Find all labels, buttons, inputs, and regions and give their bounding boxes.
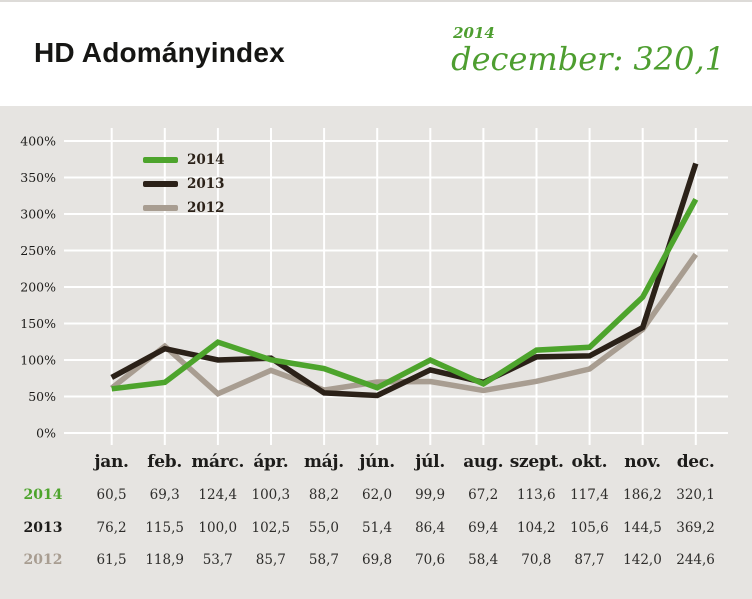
legend-label: 2014: [187, 152, 225, 168]
value-cell: 102,5: [251, 519, 291, 536]
line-series-2013: [110, 162, 699, 399]
y-axis-label: 50%: [28, 389, 56, 404]
month-label: feb.: [147, 452, 182, 472]
value-cell: 100,3: [251, 487, 291, 503]
value-cell: 76,2: [96, 519, 127, 536]
highlight-block: 2014 december: 320,1: [451, 24, 725, 78]
y-axis-label: 350%: [20, 170, 56, 185]
value-cell: 117,4: [570, 487, 609, 503]
chart-legend: 2014 2013 2012: [143, 148, 225, 220]
value-cell: 60,5: [96, 487, 127, 503]
legend-item-2012: 2012: [143, 196, 225, 220]
value-cell: 244,6: [676, 552, 715, 568]
value-cell: 88,2: [308, 487, 339, 503]
header: HD Adományindex 2014 december: 320,1: [0, 0, 752, 106]
legend-item-2013: 2013: [143, 172, 225, 196]
month-label: márc.: [191, 452, 245, 472]
month-label: ápr.: [253, 452, 289, 472]
month-label: jún.: [359, 452, 395, 472]
highlight-value: december: 320,1: [451, 40, 725, 78]
value-cell: 144,5: [623, 519, 662, 536]
value-cell: 53,7: [202, 552, 233, 568]
table-row-2013: 76,2 115,5 100,0 102,5 55,0 51,4 86,4 69,4 104,2…: [85, 519, 722, 537]
month-label: szept.: [509, 452, 564, 472]
legend-swatch-icon: [143, 205, 178, 211]
highlight-year: 2014: [453, 24, 495, 42]
value-cell: 87,7: [574, 552, 605, 568]
data-table: jan. feb. márc. ápr. máj. jún. júl. aug. szept. o…: [0, 450, 752, 585]
y-axis-label: 200%: [20, 280, 56, 295]
table-row-2012: 61,5 118,9 53,7 85,7 58,7 69,8 70,6 58,4 70,8 87,…: [85, 551, 722, 569]
value-cell: 118,9: [145, 552, 184, 568]
value-cell: 70,8: [521, 552, 552, 568]
page-title: HD Adományindex: [34, 37, 285, 68]
month-label: okt.: [571, 452, 608, 472]
row-label-2012: 2012: [23, 552, 63, 568]
month-label: jan.: [94, 452, 129, 472]
value-cell: 142,0: [623, 552, 662, 568]
value-cell: 58,4: [468, 552, 499, 568]
value-cell: 69,8: [361, 552, 393, 568]
value-cell: 62,0: [361, 487, 393, 503]
value-cell: 320,1: [676, 487, 715, 503]
row-label-2013: 2013: [23, 519, 63, 536]
value-cell: 100,0: [198, 519, 238, 536]
row-label-2014: 2014: [23, 487, 63, 503]
y-axis-label: 400%: [20, 134, 56, 149]
value-cell: 104,2: [516, 519, 556, 536]
legend-item-2014: 2014: [143, 148, 225, 172]
y-axis-label: 150%: [20, 316, 56, 331]
value-cell: 113,6: [516, 487, 556, 503]
value-cell: 99,9: [415, 487, 446, 503]
legend-swatch-icon: [143, 181, 178, 187]
legend-label: 2012: [187, 200, 225, 216]
table-row-2014: 60,5 69,3 124,4 100,3 88,2 62,0 99,9 67,2 113,6 1…: [85, 486, 722, 504]
month-label: dec.: [676, 452, 715, 472]
value-cell: 85,7: [255, 552, 286, 568]
value-cell: 58,7: [308, 552, 339, 568]
line-series-2014: [111, 197, 699, 392]
legend-swatch-icon: [143, 157, 178, 163]
line-chart: 0% 50% 100% 150% 200% 250% 300% 350% 400%: [20, 128, 728, 445]
value-cell: 186,2: [623, 487, 662, 503]
y-axis-label: 0%: [36, 426, 56, 441]
month-header-row: jan. feb. márc. ápr. máj. jún. júl. aug. szept. o…: [85, 450, 722, 474]
legend-label: 2013: [187, 176, 225, 192]
value-cell: 69,4: [468, 519, 499, 536]
month-label: nov.: [624, 452, 661, 472]
value-cell: 369,2: [676, 519, 715, 536]
value-cell: 105,6: [570, 519, 609, 536]
month-label: aug.: [463, 452, 504, 472]
value-cell: 124,4: [198, 487, 238, 503]
value-cell: 51,4: [361, 519, 393, 536]
value-cell: 67,2: [468, 487, 499, 503]
value-cell: 69,3: [149, 487, 180, 503]
value-cell: 86,4: [415, 519, 446, 536]
month-label: máj.: [303, 452, 344, 472]
y-axis-label: 250%: [20, 243, 56, 258]
month-label: júl.: [415, 452, 445, 472]
value-cell: 55,0: [308, 519, 339, 536]
value-cell: 70,6: [415, 552, 446, 568]
chart-area: 0% 50% 100% 150% 200% 250% 300% 350% 400% 2014 20…: [0, 104, 752, 454]
value-cell: 61,5: [96, 552, 127, 568]
value-cell: 115,5: [145, 519, 184, 536]
y-axis-label: 300%: [20, 207, 56, 222]
y-axis-label: 100%: [20, 353, 56, 368]
